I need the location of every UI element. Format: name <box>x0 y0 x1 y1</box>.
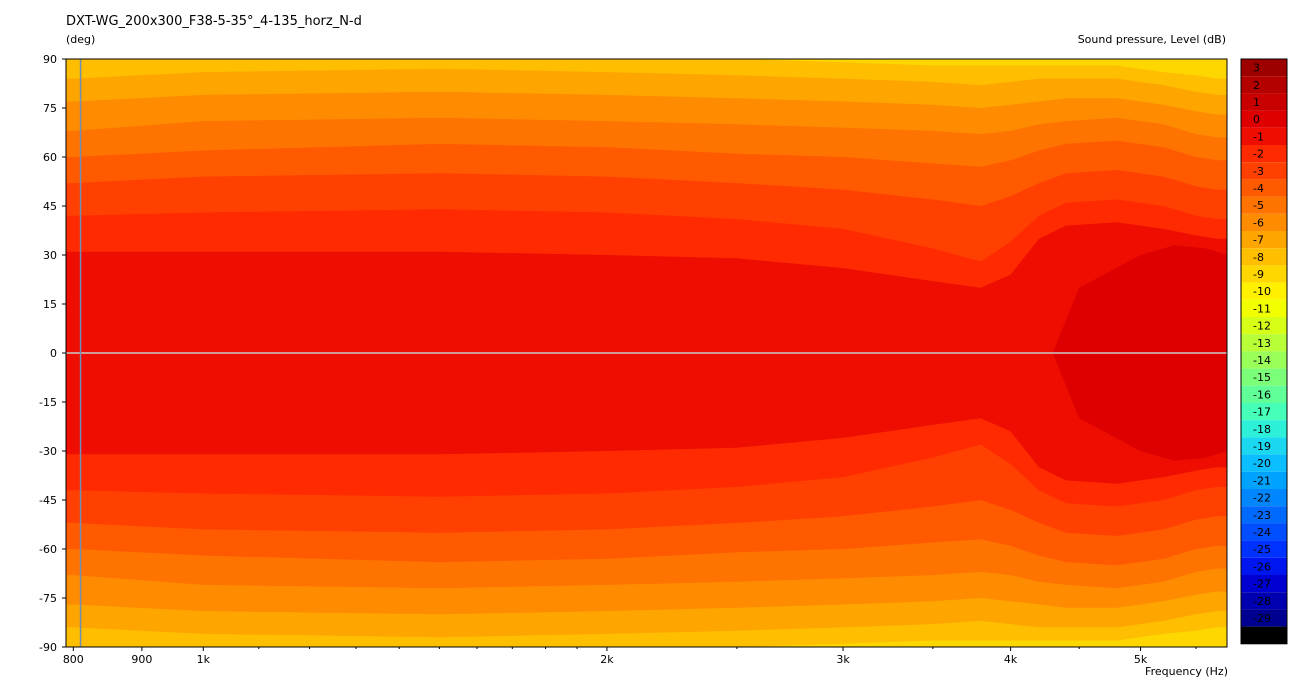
y-tick-label: -15 <box>39 396 57 409</box>
y-tick-label: -75 <box>39 592 57 605</box>
colorbar-label: -23 <box>1253 509 1271 522</box>
x-tick-label: 3k <box>836 653 850 666</box>
colorbar-swatch <box>1241 609 1287 627</box>
colorbar-swatch <box>1241 437 1287 455</box>
colorbar-swatch <box>1241 299 1287 317</box>
x-tick-label: 1k <box>197 653 211 666</box>
colorbar-label: -14 <box>1253 354 1271 367</box>
colorbar-swatch <box>1241 575 1287 593</box>
colorbar-swatch <box>1241 231 1287 249</box>
colorbar-swatch <box>1241 213 1287 231</box>
colorbar-swatch <box>1241 282 1287 300</box>
colorbar-label: -11 <box>1253 302 1271 315</box>
colorbar-label: -1 <box>1253 130 1264 143</box>
colorbar-swatch <box>1241 523 1287 541</box>
colorbar-label: -20 <box>1253 457 1271 470</box>
colorbar-label: -25 <box>1253 543 1271 556</box>
colorbar-swatch <box>1241 385 1287 403</box>
y-tick-label: 15 <box>43 298 57 311</box>
y-axis-unit: (deg) <box>66 33 96 46</box>
colorbar-swatch <box>1241 59 1287 77</box>
colorbar-label: -7 <box>1253 234 1264 247</box>
colorbar-swatch <box>1241 420 1287 438</box>
colorbar-label: -27 <box>1253 578 1271 591</box>
colorbar-label: -22 <box>1253 492 1271 505</box>
colorbar-label: -29 <box>1253 612 1271 625</box>
colorbar-label: 2 <box>1253 79 1260 92</box>
colorbar-label: -9 <box>1253 268 1264 281</box>
y-tick-label: -60 <box>39 543 57 556</box>
colorbar-label: -19 <box>1253 440 1271 453</box>
colorbar-swatch <box>1241 93 1287 111</box>
colorbar-label: 3 <box>1253 62 1260 75</box>
colorbar-label: 1 <box>1253 96 1260 109</box>
colorbar-label: -16 <box>1253 388 1271 401</box>
colorbar-swatch <box>1241 471 1287 489</box>
colorbar-label: -28 <box>1253 595 1271 608</box>
colorbar-label: -21 <box>1253 474 1271 487</box>
y-tick-label: -45 <box>39 494 57 507</box>
colorbar-label: -4 <box>1253 182 1264 195</box>
colorbar-swatch <box>1241 403 1287 421</box>
x-tick-label: 5k <box>1134 653 1148 666</box>
colorbar-label: -8 <box>1253 251 1264 264</box>
colorbar-swatch <box>1241 179 1287 197</box>
y-tick-label: 90 <box>43 53 57 66</box>
colorbar-swatch <box>1241 76 1287 94</box>
colorbar-swatch <box>1241 265 1287 283</box>
colorbar-swatch <box>1241 506 1287 524</box>
colorbar-swatch <box>1241 368 1287 386</box>
colorbar-swatch <box>1241 540 1287 558</box>
colorbar-swatch <box>1241 592 1287 610</box>
colorbar-label: -6 <box>1253 216 1264 229</box>
colorbar-swatch <box>1241 110 1287 128</box>
y-tick-label: 30 <box>43 249 57 262</box>
colorbar-swatch <box>1241 489 1287 507</box>
y-tick-label: -30 <box>39 445 57 458</box>
x-axis-label: Frequency (Hz) <box>1145 665 1228 678</box>
colorbar-swatch <box>1241 317 1287 335</box>
x-tick-label: 2k <box>600 653 614 666</box>
y-tick-label: 0 <box>50 347 57 360</box>
colorbar-label: -12 <box>1253 320 1271 333</box>
x-tick-label: 800 <box>63 653 84 666</box>
colorbar-label: -15 <box>1253 371 1271 384</box>
colorbar-label: -5 <box>1253 199 1264 212</box>
colorbar-label: Sound pressure, Level (dB) <box>1077 33 1226 46</box>
colorbar-label: 0 <box>1253 113 1260 126</box>
colorbar-label: -17 <box>1253 406 1271 419</box>
colorbar-label: -3 <box>1253 165 1264 178</box>
y-tick-label: -90 <box>39 641 57 654</box>
colorbar-swatch <box>1241 145 1287 163</box>
colorbar-swatch <box>1241 626 1287 644</box>
y-tick-label: 45 <box>43 200 57 213</box>
y-tick-label: 75 <box>43 102 57 115</box>
colorbar-swatch <box>1241 351 1287 369</box>
colorbar-swatch <box>1241 196 1287 214</box>
colorbar-label: -10 <box>1253 285 1271 298</box>
y-tick-label: 60 <box>43 151 57 164</box>
colorbar-label: -30 <box>1253 629 1271 642</box>
colorbar-swatch <box>1241 454 1287 472</box>
x-tick-label: 900 <box>131 653 152 666</box>
colorbar-frame <box>1240 58 1288 645</box>
colorbar-label: -13 <box>1253 337 1271 350</box>
colorbar-label: -18 <box>1253 423 1271 436</box>
colorbar-swatch <box>1241 248 1287 266</box>
colorbar-label: -24 <box>1253 526 1271 539</box>
chart-title: DXT-WG_200x300_F38-5-35°_4-135_horz_N-d <box>66 14 362 29</box>
colorbar-label: -2 <box>1253 148 1264 161</box>
colorbar-label: -26 <box>1253 560 1271 573</box>
x-tick-label: 4k <box>1004 653 1018 666</box>
colorbar-swatch <box>1241 334 1287 352</box>
colorbar-swatch <box>1241 162 1287 180</box>
colorbar-swatch <box>1241 127 1287 145</box>
colorbar-swatch <box>1241 557 1287 575</box>
